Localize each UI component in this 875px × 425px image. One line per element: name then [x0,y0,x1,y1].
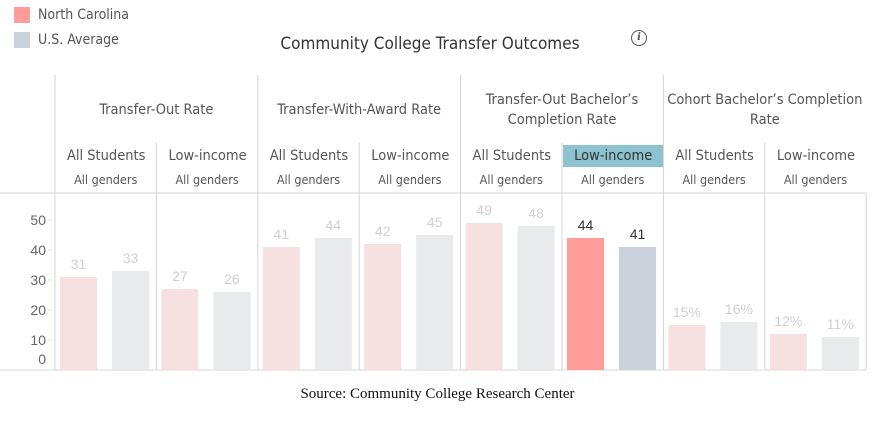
legend-swatch [14,7,30,23]
data-label: 45 [427,214,443,230]
legend-item-north-carolina[interactable]: North Carolina [14,7,129,23]
data-label: 27 [172,268,188,284]
bar [416,235,454,370]
data-label: 49 [476,202,492,218]
group-header: Transfer-Out Bachelor’s Completion Rate [485,92,639,128]
data-label: 41 [274,226,290,242]
y-tick-label: 10 [30,332,46,348]
bar [567,238,604,370]
info-icon[interactable]: i [631,30,647,46]
column-header: All Students [675,148,754,164]
bar [517,226,555,370]
column-subheader: All genders [581,172,645,187]
y-tick-label: 30 [30,272,46,288]
data-label: 44 [578,217,594,233]
data-label: 33 [123,250,139,266]
data-label: 44 [326,217,342,233]
bar [112,271,149,370]
chart-title: Community College Transfer Outcomes [280,34,580,54]
data-label: 48 [528,205,544,221]
group-header: Cohort Bachelor’s Completion Rate [667,92,863,128]
column-header: All Students [66,148,146,164]
legend-item-us-average[interactable]: U.S. Average [14,32,119,48]
bar [668,325,706,370]
column-header: Low-income [563,145,664,167]
data-label: 31 [71,256,87,272]
bar [262,247,300,370]
y-tick-label: 50 [30,212,46,228]
y-tick-label: 40 [30,242,46,258]
column-header: All Students [472,148,552,164]
y-tick-label: 20 [30,302,46,318]
column-header: Low-income [371,148,450,164]
legend-label: U.S. Average [38,32,119,48]
column-header: All Students [269,148,349,164]
column-header: Low-income [168,148,247,164]
data-label: 12% [774,313,802,329]
column-subheader: All genders [175,172,239,187]
legend-label: North Carolina [38,7,130,23]
bar [213,292,251,370]
column-subheader: All genders [74,172,138,187]
group-header: Transfer-With-Award Rate [277,102,442,118]
data-label: 15% [673,304,701,320]
bar [821,337,859,370]
column-subheader: All genders [378,172,442,187]
bar [769,334,807,370]
data-label: 42 [375,223,391,239]
data-label: 16% [725,301,753,317]
bar [465,223,503,370]
column-subheader: All genders [479,172,543,187]
column-subheader: All genders [783,172,848,187]
bar [619,247,656,370]
column-header: Low-income [776,148,856,164]
data-label: 26 [224,271,240,287]
column-subheader: All genders [682,172,746,187]
bar [60,277,97,370]
column-subheader: All genders [276,172,341,187]
group-header: Transfer-Out Rate [99,102,214,118]
data-label: 41 [630,226,646,242]
bar [364,244,402,370]
bar [161,289,199,370]
bar [720,322,758,370]
y-tick-label: 0 [38,351,46,367]
legend-swatch [14,32,30,48]
bar [314,238,352,370]
source-note: Source: Community College Research Cente… [300,386,575,402]
data-label: 11% [827,316,854,332]
